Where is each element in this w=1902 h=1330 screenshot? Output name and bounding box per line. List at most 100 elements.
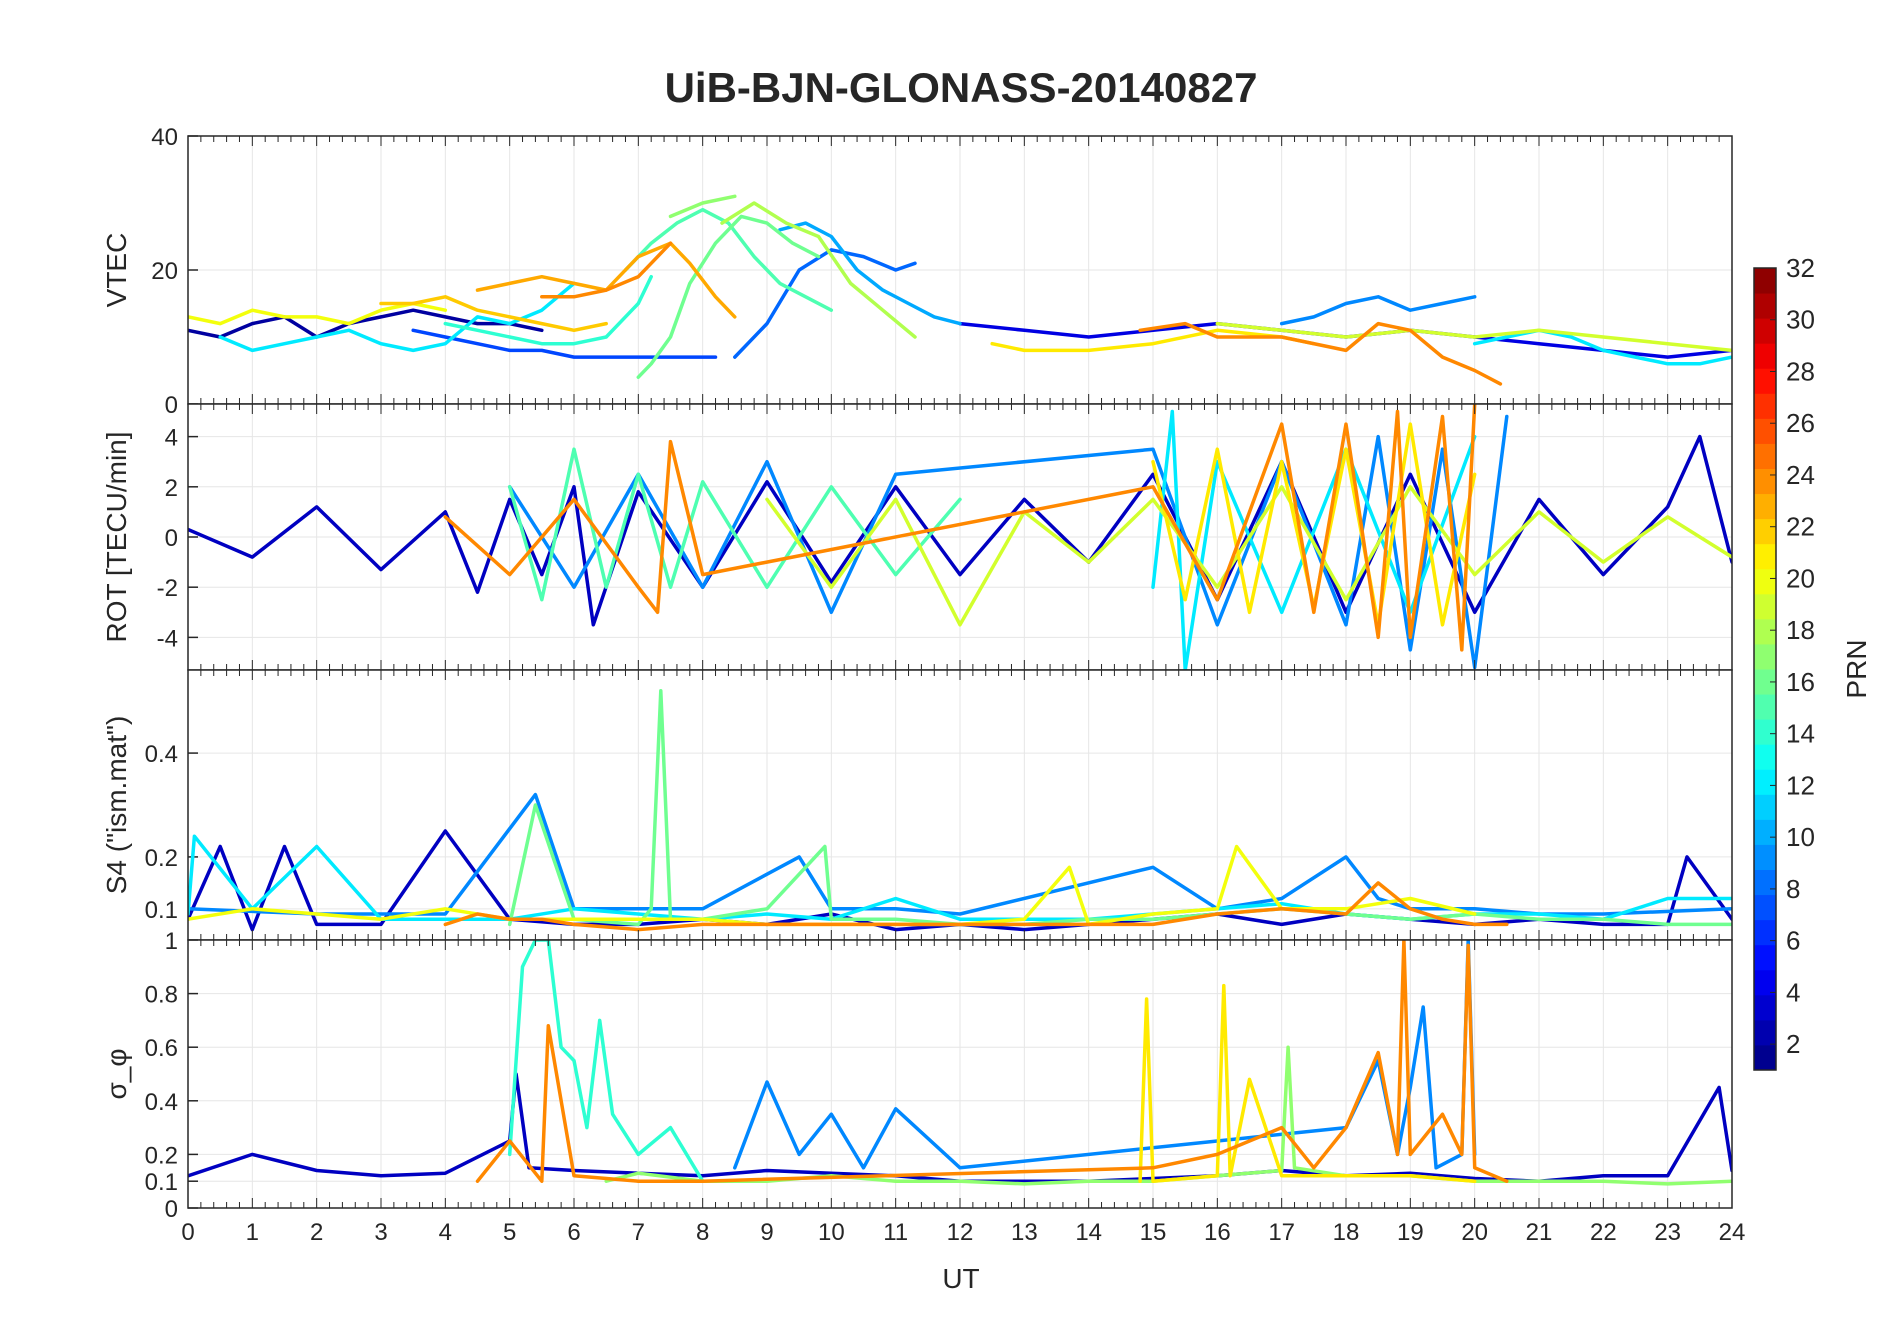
series-group <box>188 194 1732 386</box>
colorbar-segment <box>1754 769 1776 795</box>
y-tick-label: 4 <box>165 425 178 452</box>
colorbar-segment <box>1754 268 1776 294</box>
colorbar-segment <box>1754 543 1776 570</box>
colorbar-tick-label: 24 <box>1786 460 1815 490</box>
x-tick-label: 10 <box>818 1219 845 1246</box>
y-tick-label: 40 <box>151 124 178 151</box>
panel-sigmaphi: 00.10.2 0.4 0.6 0.8 1 σ_φ <box>101 928 1733 1223</box>
colorbar-tick-label: 12 <box>1786 770 1815 800</box>
colorbar-tick-label: 18 <box>1786 615 1815 645</box>
colorbar-segment <box>1754 844 1776 870</box>
x-tick-label: 19 <box>1397 1219 1424 1246</box>
series-line-prn-9 <box>507 414 1509 670</box>
series-group <box>188 940 1732 1186</box>
colorbar-segment <box>1754 643 1776 670</box>
y-tick-label: -2 <box>157 575 178 602</box>
panel-rot: -4 -2 0 2 4 ROT [TECU/min] <box>101 403 1733 671</box>
y-axis-label: ROT [TECU/min] <box>101 431 132 642</box>
series-line-prn-10 <box>778 221 962 326</box>
series-line-prn-9 <box>1279 295 1477 326</box>
x-axis-label: UT <box>942 1263 979 1294</box>
x-tick-label: 21 <box>1526 1219 1553 1246</box>
y-tick-label: 0.8 <box>145 982 178 1009</box>
colorbar-segment <box>1754 443 1776 469</box>
y-axis-label: σ_φ <box>101 1048 132 1099</box>
x-tick-label: 13 <box>1011 1219 1038 1246</box>
series-line-prn-7 <box>411 328 718 359</box>
y-axis-label: S4 ("ism.mat") <box>101 716 132 895</box>
y-tick-label: 0.6 <box>145 1035 178 1062</box>
colorbar-tick-label: 30 <box>1786 305 1815 335</box>
colorbar-segment <box>1754 819 1776 845</box>
x-tick-labels: 0 1 2 3 4 5 6 7 8 9 10 11 12 13 14 15 16 17 18 19 20 21 22 23 24 <box>181 1219 1745 1246</box>
series-line-prn-8 <box>733 248 917 359</box>
colorbar-segment <box>1754 919 1776 946</box>
series-line-prn-2 <box>188 308 544 339</box>
colorbar-segment <box>1754 318 1776 344</box>
series-line-prn-14 <box>443 274 653 346</box>
x-tick-label: 18 <box>1333 1219 1360 1246</box>
colorbar-segment <box>1754 669 1776 695</box>
colorbar-segment <box>1754 719 1776 745</box>
x-tick-label: 20 <box>1461 1219 1488 1246</box>
colorbar-segment <box>1754 618 1776 645</box>
series-line-prn-19 <box>765 485 1732 627</box>
y-tick-label: 0.4 <box>145 1089 178 1116</box>
colorbar-segment <box>1754 418 1776 444</box>
colorbar-frame <box>1753 267 1777 1071</box>
colorbar-segment <box>1754 894 1776 921</box>
colorbar-tick-label: 2 <box>1786 1029 1800 1059</box>
colorbar-segment <box>1754 744 1776 770</box>
axes-frame <box>187 939 1733 1209</box>
series-line-prn-14 <box>507 940 705 1183</box>
series-line-prn-24 <box>443 881 1509 932</box>
y-tick-label: 0 <box>165 525 178 552</box>
colorbar-segment <box>1754 593 1776 620</box>
x-tick-label: 5 <box>503 1219 516 1246</box>
colorbar-segment <box>1754 343 1776 369</box>
colorbar-tick-label: 20 <box>1786 563 1815 593</box>
y-tick-label: 0.4 <box>145 741 178 768</box>
chart-title: UiB-BJN-GLONASS-20140827 <box>665 64 1258 111</box>
x-tick-label: 6 <box>567 1219 580 1246</box>
colorbar-segment <box>1754 368 1776 394</box>
y-tick-label: 0.2 <box>145 845 178 872</box>
x-tick-label: 4 <box>439 1219 452 1246</box>
x-tick-label: 8 <box>696 1219 709 1246</box>
series-line-prn-15 <box>507 447 962 602</box>
y-axis-label: VTEC <box>101 233 132 308</box>
colorbar-segment <box>1754 1044 1776 1071</box>
colorbar-segment <box>1754 694 1776 720</box>
panel-vtec: 0 20 40 VTEC <box>101 124 1733 419</box>
colorbar-tick-label: 6 <box>1786 926 1800 956</box>
series-line-prn-22 <box>379 295 608 333</box>
colorbar-segment <box>1754 969 1776 996</box>
x-tick-label: 22 <box>1590 1219 1617 1246</box>
colorbar-segment <box>1754 293 1776 319</box>
colorbar-tick-label: 22 <box>1786 512 1815 542</box>
series-line-prn-3 <box>188 829 1732 932</box>
y-tick-label: 0.1 <box>145 897 178 924</box>
x-tick-label: 14 <box>1075 1219 1102 1246</box>
y-tick-label: 1 <box>165 928 178 955</box>
colorbar-segment <box>1754 393 1776 419</box>
x-tick-label: 17 <box>1268 1219 1295 1246</box>
colorbar-tick-label: 28 <box>1786 356 1815 386</box>
series-line-prn-20 <box>188 301 448 326</box>
y-tick-label: 2 <box>165 475 178 502</box>
colorbar-segment <box>1754 568 1776 595</box>
series-line-prn-19 <box>1215 321 1732 353</box>
colorbar-segment <box>1754 518 1776 545</box>
series-line-prn-9 <box>188 792 1732 916</box>
colorbar-segment <box>1754 493 1776 520</box>
colorbar-tick-label: 4 <box>1786 977 1800 1007</box>
series-line-prn-12 <box>1472 328 1732 366</box>
colorbar-segment <box>1754 794 1776 820</box>
x-tick-label: 16 <box>1204 1219 1231 1246</box>
colorbar-segment <box>1754 468 1776 495</box>
y-tick-label: 0.1 <box>145 1169 178 1196</box>
series-group <box>188 689 1732 932</box>
